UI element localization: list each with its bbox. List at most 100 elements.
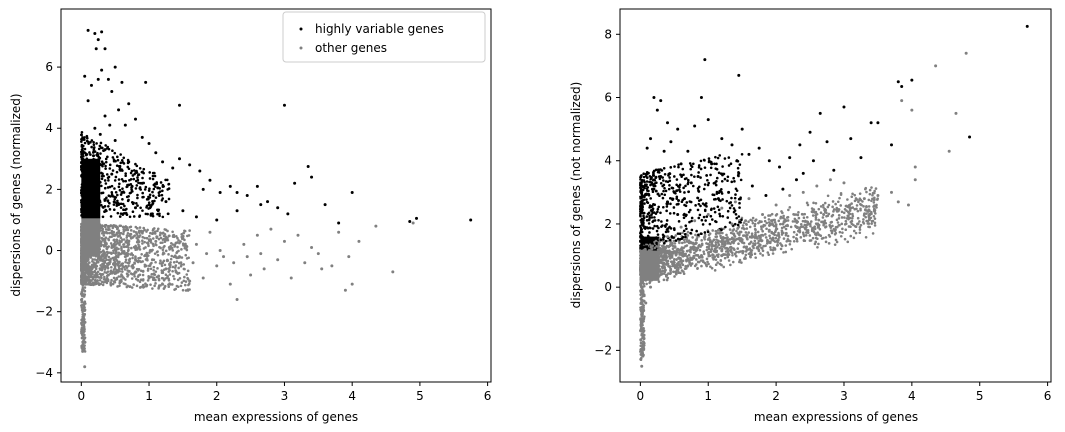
left-cloud-dot xyxy=(141,270,145,273)
right-cloud-dot xyxy=(862,205,865,208)
left-cloud-dot xyxy=(153,230,157,233)
left-cloud-dot xyxy=(80,194,84,197)
right-cloud-dot xyxy=(726,179,729,183)
right-cloud-dot xyxy=(736,223,740,227)
right-cloud-dot xyxy=(658,268,662,271)
right-cloud-dot xyxy=(729,250,732,253)
right-cloud-dot xyxy=(824,240,828,244)
left-cloud-dot xyxy=(110,271,114,275)
left-cloud-dot xyxy=(110,229,114,233)
right-cloud-dot xyxy=(871,193,874,197)
left-other-gene-point xyxy=(81,316,85,320)
right-cloud-dot xyxy=(850,219,854,223)
left-cloud-dot xyxy=(81,250,85,253)
right-cloud-dot xyxy=(830,220,834,224)
right-cloud-dot xyxy=(639,246,642,250)
right-cloud-dot xyxy=(650,267,653,270)
right-cloud-dot xyxy=(735,216,738,220)
right-cloud-dot xyxy=(826,205,830,209)
left-cloud-dot xyxy=(91,277,95,281)
left-cloud-dot xyxy=(90,208,93,212)
right-cloud-dot xyxy=(669,166,673,169)
right-cloud-dot xyxy=(644,172,648,176)
left-cloud-dot xyxy=(137,267,141,271)
left-cloud-dot xyxy=(137,173,141,176)
left-cloud-dot xyxy=(89,224,93,227)
left-cloud-dot xyxy=(139,206,142,210)
right-other-gene-point xyxy=(716,228,720,232)
right-cloud-dot xyxy=(761,229,764,233)
right-other-gene-point xyxy=(713,247,717,251)
right-cloud-dot xyxy=(645,180,649,183)
right-cloud-dot xyxy=(863,208,867,211)
left-cloud-dot xyxy=(172,260,176,264)
right-cloud-dot xyxy=(729,162,733,166)
right-cloud-dot xyxy=(645,193,648,197)
left-cloud-dot xyxy=(156,227,160,231)
left-cloud-dot xyxy=(147,189,151,192)
left-cloud-dot xyxy=(155,181,159,184)
left-cloud-dot xyxy=(80,131,84,134)
right-cloud-dot xyxy=(706,183,710,187)
right-cloud-dot xyxy=(739,250,742,253)
left-cloud-dot xyxy=(165,238,168,242)
right-cloud-dot xyxy=(849,225,852,228)
right-cloud-dot xyxy=(642,284,646,288)
left-cloud-dot xyxy=(119,212,123,215)
right-cloud-dot xyxy=(723,256,727,260)
right-cloud-dot xyxy=(678,183,682,187)
left-cloud-dot xyxy=(119,236,123,239)
right-other-gene-point xyxy=(689,241,693,245)
right-cloud-dot xyxy=(714,167,718,170)
right-cloud-dot xyxy=(816,245,819,249)
left-highly-variable-point xyxy=(110,90,114,94)
left-cloud-dot xyxy=(89,186,93,190)
left-cloud-dot xyxy=(135,171,139,174)
right-cloud-dot xyxy=(663,193,667,197)
right-cloud-dot xyxy=(703,237,707,241)
right-cloud-dot xyxy=(814,240,818,244)
left-cloud-dot xyxy=(80,266,83,269)
right-cloud-dot xyxy=(733,252,737,256)
right-highly-variable-point xyxy=(900,84,904,88)
left-cloud-dot xyxy=(134,244,137,248)
left-cloud-dot xyxy=(92,140,95,144)
right-cloud-dot xyxy=(672,227,676,230)
right-cloud-dot xyxy=(658,259,661,262)
right-highly-variable-point xyxy=(737,73,741,77)
right-cloud-dot xyxy=(785,239,789,243)
left-cloud-dot xyxy=(112,158,116,161)
left-cloud-dot xyxy=(139,260,143,264)
right-cloud-dot xyxy=(732,176,735,180)
right-cloud-dot xyxy=(678,190,682,193)
left-cloud-dot xyxy=(106,176,110,180)
right-cloud-dot xyxy=(649,205,652,209)
left-highly-variable-point xyxy=(98,132,102,136)
left-cloud-dot xyxy=(116,158,120,162)
legend-label-highly-variable: highly variable genes xyxy=(315,22,444,36)
right-x-tick-label: 0 xyxy=(637,389,645,403)
left-cloud-dot xyxy=(162,278,166,282)
right-highly-variable-point xyxy=(676,212,680,216)
left-cloud-dot xyxy=(113,267,117,270)
right-cloud-dot xyxy=(873,224,877,227)
right-y-tick-label: −2 xyxy=(594,343,612,357)
left-highly-variable-point xyxy=(96,77,100,81)
right-cloud-dot xyxy=(642,282,646,286)
left-other-gene-point xyxy=(303,261,307,265)
left-cloud-dot xyxy=(162,234,166,238)
left-cloud-dot xyxy=(167,197,171,201)
left-cloud-dot xyxy=(83,312,87,316)
left-cloud-dot xyxy=(152,194,155,198)
right-cloud-dot xyxy=(675,178,679,181)
left-cloud-dot xyxy=(155,275,159,279)
left-other-gene-point xyxy=(269,227,273,231)
right-cloud-dot xyxy=(749,218,752,222)
right-cloud-dot xyxy=(859,203,863,207)
left-cloud-dot xyxy=(170,254,174,258)
left-cloud-dot xyxy=(81,284,85,287)
left-cloud-dot xyxy=(82,171,85,175)
left-cloud-dot xyxy=(80,214,83,217)
right-cloud-dot xyxy=(742,241,746,245)
left-cloud-dot xyxy=(149,248,152,252)
